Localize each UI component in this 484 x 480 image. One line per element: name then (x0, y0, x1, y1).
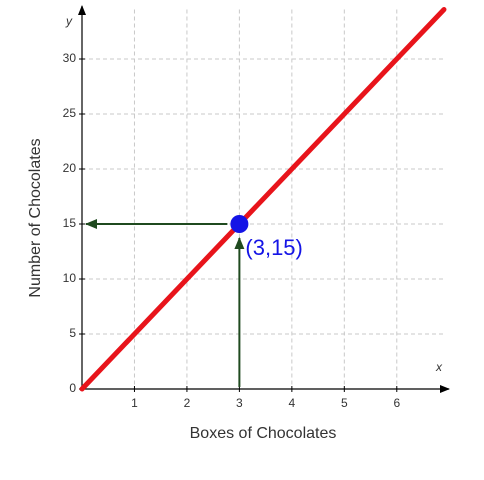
y-axis-label: Number of Chocolates (27, 138, 44, 297)
y-tick-label: 20 (63, 161, 77, 175)
y-axis-letter: y (65, 14, 73, 28)
y-tick-label: 15 (63, 216, 77, 230)
y-tick-label: 30 (63, 51, 77, 65)
line (79, 7, 447, 392)
x-tick-label: 2 (184, 396, 191, 410)
x-tick-label: 1 (131, 396, 138, 410)
x-axis-label: Boxes of Chocolates (190, 425, 337, 442)
x-axis-letter: x (435, 360, 443, 374)
point (230, 215, 249, 233)
x-tick-label: 5 (341, 396, 348, 410)
point-label: (3,15) (245, 235, 302, 260)
x-tick-label: 6 (393, 396, 400, 410)
x-tick-label: 3 (236, 396, 243, 410)
y-tick-label: 10 (63, 271, 77, 285)
y-tick-label: 5 (69, 326, 76, 340)
x-tick-label: 4 (289, 396, 296, 410)
y-tick-label: 25 (63, 106, 77, 120)
y-tick-label: 0 (69, 381, 76, 395)
